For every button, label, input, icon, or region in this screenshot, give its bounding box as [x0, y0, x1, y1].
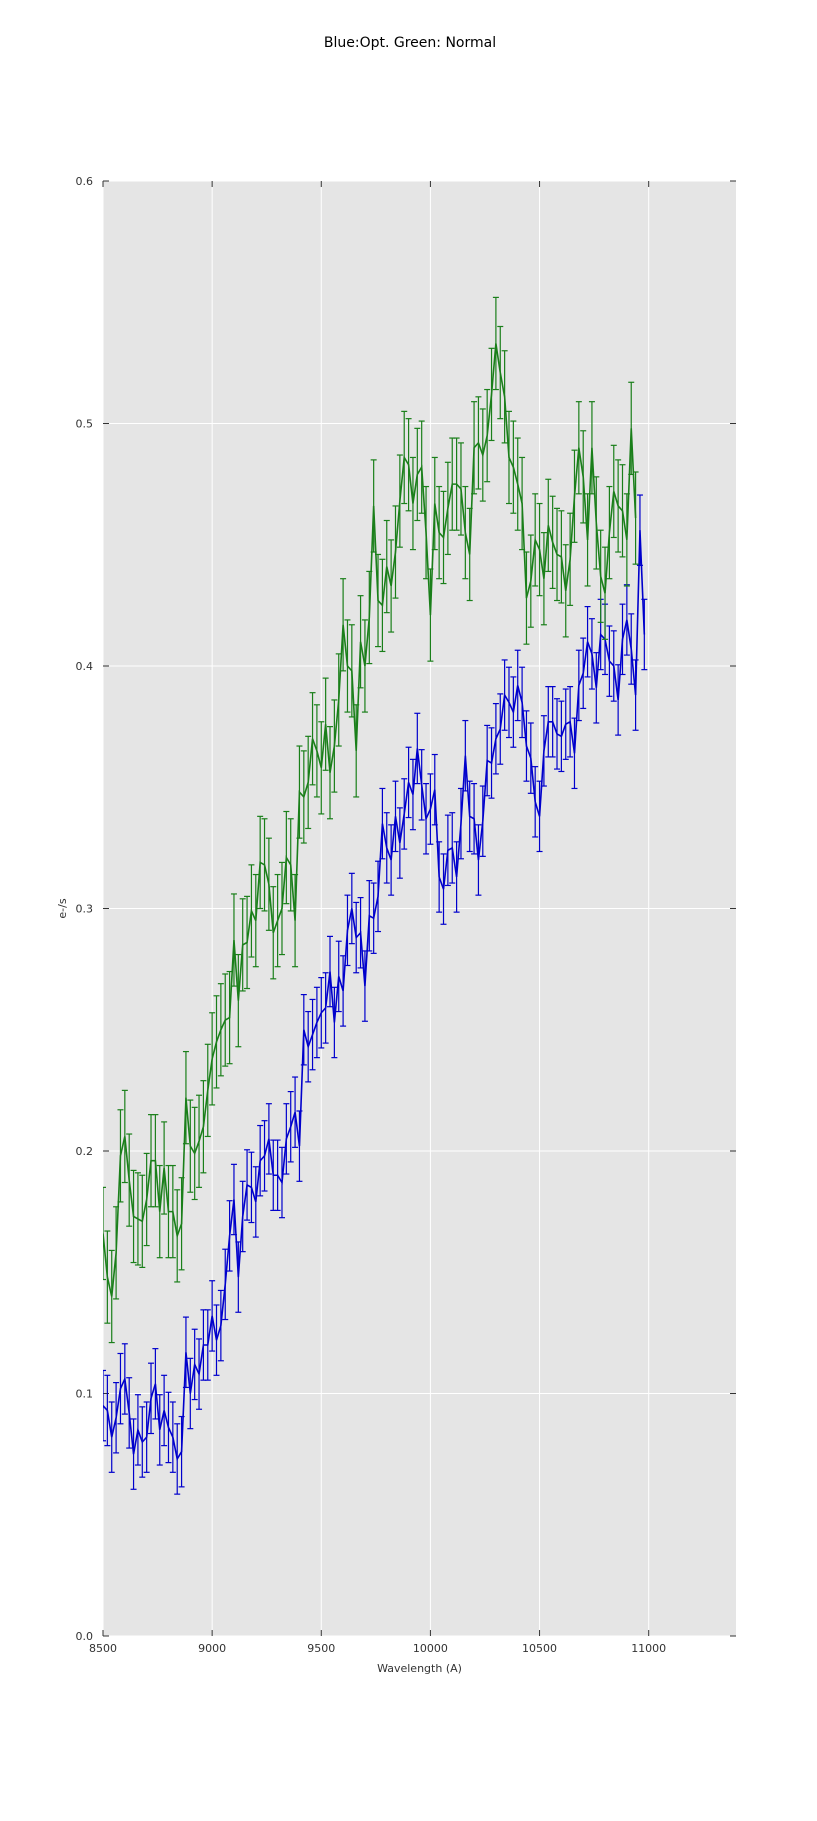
- series-line: [103, 343, 637, 1297]
- x-tick-label: 9500: [307, 1642, 335, 1655]
- y-tick-label: 0.5: [76, 418, 94, 431]
- chart-title: Blue:Opt. Green: Normal: [324, 35, 496, 51]
- grid: [102, 180, 736, 1637]
- x-tick-label: 10000: [413, 1642, 448, 1655]
- x-tick-label: 10500: [522, 1642, 557, 1655]
- y-tick-label: 0.2: [76, 1145, 94, 1158]
- series-line: [103, 530, 646, 1462]
- x-tick-label: 11000: [631, 1642, 666, 1655]
- y-axis-label: e-/s: [56, 898, 69, 918]
- y-tick-label: 0.1: [76, 1388, 94, 1401]
- axis-ticks: 8500 9000 9500 10000 10500 11000 0.0 0.1 0.2 0.3 0…: [76, 175, 736, 1655]
- x-axis-label: Wavelength (A): [377, 1662, 462, 1675]
- series-layer: [103, 296, 648, 1495]
- x-tick-label: 9000: [198, 1642, 226, 1655]
- series-1: [103, 494, 648, 1495]
- series-2: [103, 296, 639, 1344]
- y-tick-label: 0.0: [76, 1630, 94, 1643]
- y-tick-label: 0.3: [76, 903, 94, 916]
- y-tick-label: 0.6: [76, 175, 94, 188]
- y-tick-label: 0.4: [76, 660, 94, 673]
- x-tick-label: 8500: [89, 1642, 117, 1655]
